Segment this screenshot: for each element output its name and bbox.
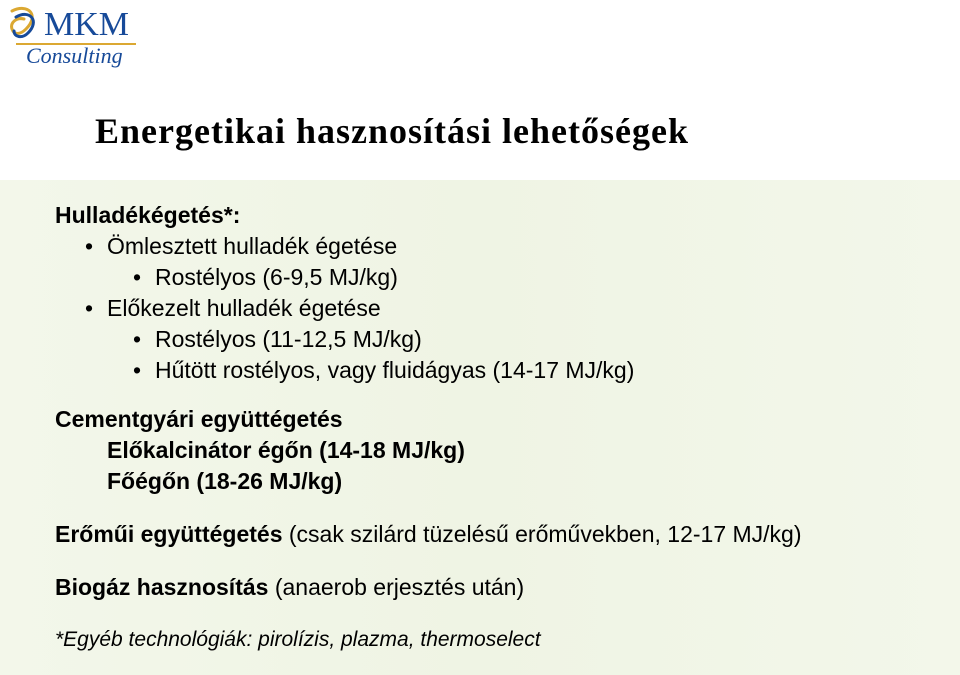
- bullet-rostelyos-1: Rostélyos (6-9,5 MJ/kg): [55, 262, 905, 293]
- logo-text: MKM: [44, 6, 129, 44]
- bullet-hutott: Hűtött rostélyos, vagy fluidágyas (14-17…: [55, 355, 905, 386]
- logo-block: MKM Consulting: [10, 5, 150, 69]
- bullet-elokezelt: Előkezelt hulladék égetése: [55, 293, 905, 324]
- slide-body: Hulladékégetés*: Ömlesztett hulladék ége…: [55, 200, 905, 654]
- bullet-omlesztett: Ömlesztett hulladék égetése: [55, 231, 905, 262]
- section1-heading: Hulladékégetés*:: [55, 200, 905, 231]
- section4-strong: Biogáz hasznosítás: [55, 574, 275, 600]
- section3-rest: (csak szilárd tüzelésű erőművekben, 12-1…: [289, 521, 802, 547]
- spacer: [55, 497, 905, 519]
- logo-swoosh-icon: [10, 5, 42, 45]
- spacer: [55, 604, 905, 626]
- section4-line: Biogáz hasznosítás (anaerob erjesztés ut…: [55, 572, 905, 603]
- section4-rest: (anaerob erjesztés után): [275, 574, 524, 600]
- section3-line: Erőműi együttégetés (csak szilárd tüzelé…: [55, 519, 905, 550]
- footnote: *Egyéb technológiák: pirolízis, plazma, …: [55, 626, 905, 654]
- logo-subtext: Consulting: [26, 43, 150, 69]
- section2-heading: Cementgyári együttégetés: [55, 404, 905, 435]
- section3-strong: Erőműi együttégetés: [55, 521, 289, 547]
- line-foegon: Főégőn (18-26 MJ/kg): [55, 466, 905, 497]
- slide-title: Energetikai hasznosítási lehetőségek: [95, 110, 689, 152]
- bullet-rostelyos-2: Rostélyos (11-12,5 MJ/kg): [55, 324, 905, 355]
- logo-row: MKM: [10, 5, 150, 45]
- spacer: [55, 550, 905, 572]
- line-elokalcinator: Előkalcinátor égőn (14-18 MJ/kg): [55, 435, 905, 466]
- spacer: [55, 386, 905, 404]
- slide: MKM Consulting Energetikai hasznosítási …: [0, 0, 960, 675]
